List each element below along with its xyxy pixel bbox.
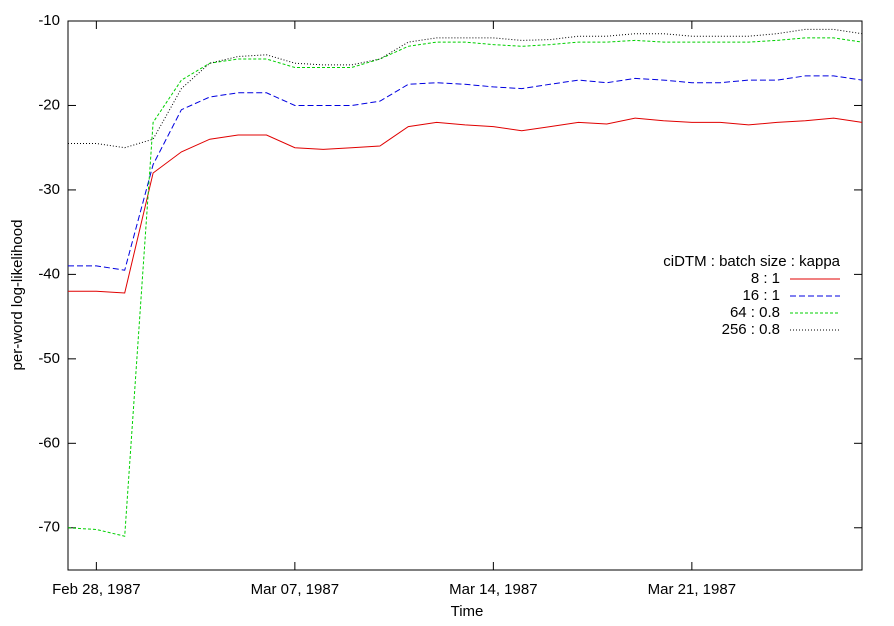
legend-label: 8 : 1 (751, 270, 780, 287)
series-line (67, 37, 863, 537)
y-tick-label: -30 (38, 181, 60, 198)
y-tick-label: -40 (38, 265, 60, 282)
x-tick-label: Mar 07, 1987 (251, 581, 339, 598)
x-axis-label: Time (451, 603, 484, 620)
legend-label: 16 : 1 (742, 287, 780, 304)
y-tick-label: -70 (38, 519, 60, 536)
legend-title: ciDTM : batch size : kappa (663, 253, 840, 270)
series-line (68, 28, 863, 149)
x-tick-label: Mar 21, 1987 (648, 581, 736, 598)
y-tick-label: -60 (38, 434, 60, 451)
y-tick-label: -10 (38, 12, 60, 29)
x-tick-label: Feb 28, 1987 (52, 581, 140, 598)
y-axis-label: per-word log-likelihood (9, 220, 26, 371)
plot-frame (67, 20, 863, 571)
x-tick-label: Mar 14, 1987 (449, 581, 537, 598)
legend-label: 256 : 0.8 (722, 321, 780, 338)
y-tick-label: -50 (38, 350, 60, 367)
y-tick-label: -20 (38, 96, 60, 113)
series-line (68, 75, 863, 271)
legend-label: 64 : 0.8 (730, 304, 780, 321)
series-line (68, 117, 863, 294)
